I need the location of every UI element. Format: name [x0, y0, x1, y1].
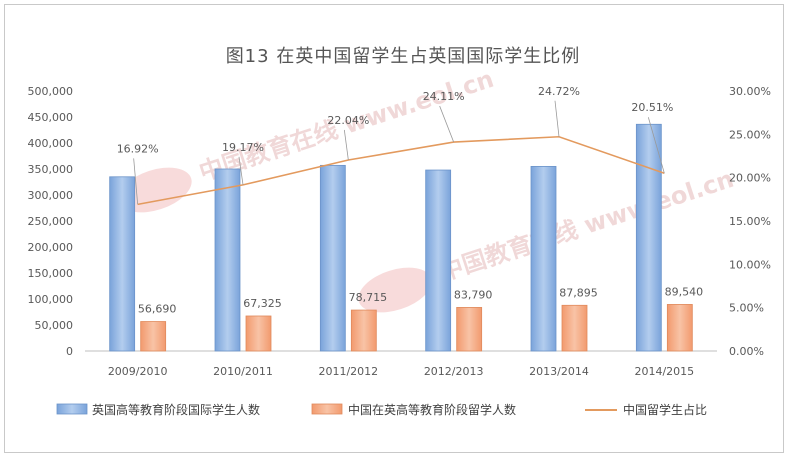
y-left-tick-label: 0 — [66, 345, 73, 358]
data-label-leader — [238, 156, 244, 185]
y-left-tick-label: 250,000 — [28, 215, 74, 228]
data-label-chinese-students: 78,715 — [349, 291, 388, 304]
bar-international-students — [319, 164, 346, 352]
data-label-chinese-students: 56,690 — [138, 303, 177, 316]
bar-international-students — [109, 176, 136, 352]
bar-chinese-students — [350, 309, 377, 352]
data-label-share: 16.92% — [117, 142, 159, 155]
x-tick-label: 2009/2010 — [108, 365, 168, 378]
y-right-tick-label: 10.00% — [729, 258, 771, 271]
y-right-tick-label: 30.00% — [729, 85, 771, 98]
bar-international-students — [214, 168, 241, 352]
y-left-tick-label: 200,000 — [28, 241, 74, 254]
data-label-leader — [647, 117, 665, 174]
x-tick-label: 2012/2013 — [424, 365, 484, 378]
legend: 英国高等教育阶段国际学生人数 中国在英高等教育阶段留学人数 中国留学生占比 — [56, 402, 707, 417]
line-layer — [137, 135, 665, 206]
bar-chinese-students — [245, 315, 272, 352]
data-label-chinese-students: 83,790 — [454, 288, 493, 301]
y-right-tick-label: 25.00% — [729, 128, 771, 141]
bar-chinese-students — [666, 304, 693, 352]
bar-chinese-students — [561, 304, 588, 352]
bar-international-students — [635, 123, 662, 352]
data-label-share: 22.04% — [327, 114, 369, 127]
legend-label-share: 中国留学生占比 — [623, 402, 707, 417]
legend-label-chinese: 中国在英高等教育阶段留学人数 — [348, 402, 516, 417]
x-tick-label: 2011/2012 — [318, 365, 378, 378]
bar-international-students — [530, 165, 557, 352]
data-label-leader — [554, 100, 560, 137]
x-tick-label: 2014/2015 — [634, 365, 694, 378]
y-right-tick-label: 20.00% — [729, 172, 771, 185]
bar-international-students — [425, 169, 452, 352]
data-label-share: 20.51% — [631, 101, 673, 114]
chart-title: 图13 在英中国留学生占英国国际学生比例 — [226, 46, 581, 67]
data-label-chinese-students: 87,895 — [559, 286, 598, 299]
chart-frame: 图13 在英中国留学生占英国国际学生比例 中国教育在线 www.eol.cn 中… — [4, 4, 784, 453]
data-label-leader — [343, 129, 349, 161]
data-label-chinese-students: 89,540 — [665, 285, 704, 298]
bar-chinese-students — [140, 321, 167, 352]
legend-swatch-chinese — [311, 403, 343, 415]
line-series-share — [137, 135, 665, 206]
data-label-share: 24.72% — [538, 85, 580, 98]
legend-label-international: 英国高等教育阶段国际学生人数 — [92, 402, 260, 417]
bars — [109, 123, 693, 352]
data-label-leader — [133, 158, 139, 205]
svg-text:中国教育在线 www.eol.cn: 中国教育在线 www.eol.cn — [436, 165, 737, 287]
data-labels: 56,690 67,325 78,715 83,790 87,895 89,540 16.9… — [117, 85, 703, 316]
axes: 0 50,000 100,000 150,000 200,000 250,000 300,0… — [28, 85, 771, 378]
chart: 图13 在英中国留学生占英国国际学生比例 中国教育在线 www.eol.cn 中… — [28, 46, 771, 417]
data-label-leader — [439, 105, 455, 143]
y-left-tick-label: 500,000 — [28, 85, 74, 98]
y-left-tick-label: 450,000 — [28, 111, 74, 124]
y-left-tick-label: 100,000 — [28, 293, 74, 306]
y-right-tick-label: 15.00% — [729, 215, 771, 228]
data-label-chinese-students: 67,325 — [243, 297, 282, 310]
y-left-tick-label: 400,000 — [28, 137, 74, 150]
y-left-tick-label: 300,000 — [28, 189, 74, 202]
data-label-share: 19.17% — [222, 141, 264, 154]
legend-swatch-international — [56, 403, 88, 415]
x-tick-label: 2010/2011 — [213, 365, 273, 378]
y-left-tick-label: 350,000 — [28, 163, 74, 176]
y-right-tick-label: 5.00% — [729, 302, 764, 315]
y-left-tick-label: 150,000 — [28, 267, 74, 280]
y-left-tick-label: 50,000 — [35, 319, 74, 332]
data-label-share: 24.11% — [423, 90, 465, 103]
y-right-tick-label: 0.00% — [729, 345, 764, 358]
bar-chinese-students — [456, 307, 483, 352]
x-tick-label: 2013/2014 — [529, 365, 589, 378]
